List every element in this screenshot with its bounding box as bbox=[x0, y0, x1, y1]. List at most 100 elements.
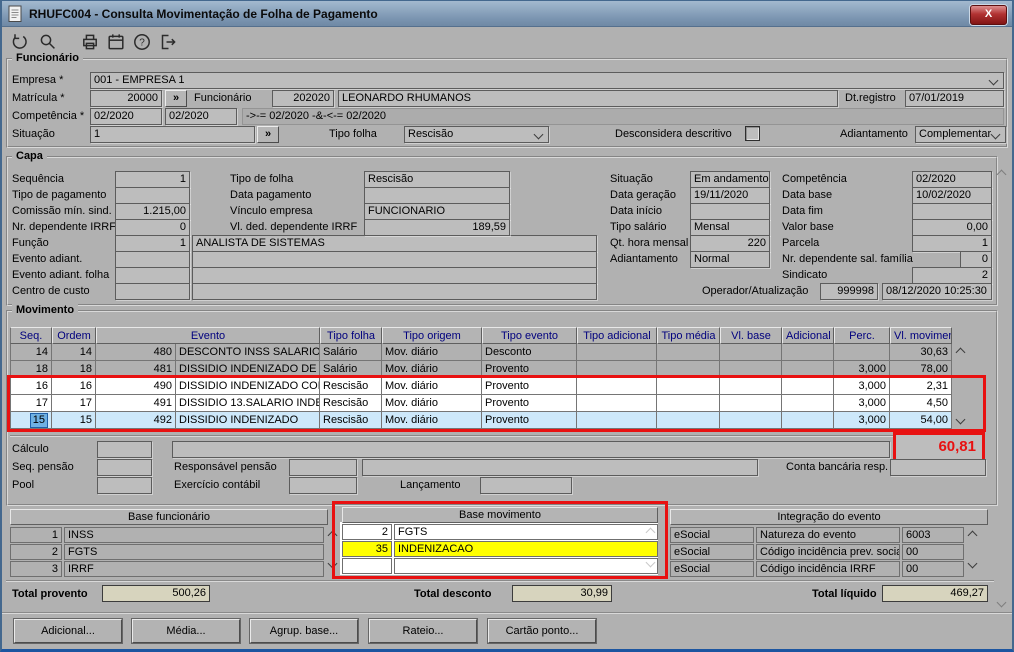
adicional-button[interactable]: Adicional... bbox=[13, 618, 123, 644]
col-tipo-adicional[interactable]: Tipo adicional bbox=[577, 327, 657, 344]
vl-ded-dependente-irrf-field[interactable]: 189,59 bbox=[364, 219, 510, 236]
tipo-salario-field[interactable]: Mensal bbox=[690, 219, 770, 236]
adiantamento-select[interactable]: Complementar bbox=[915, 126, 1006, 143]
operador-timestamp-field[interactable]: 08/12/2020 10:25:30 bbox=[882, 283, 992, 300]
tipo-de-folha-field[interactable]: Rescisão bbox=[364, 171, 510, 188]
calculo-descricao-field[interactable] bbox=[172, 441, 890, 458]
base-movimento-scroll-down[interactable] bbox=[645, 557, 656, 569]
integracao-header[interactable]: Integração do evento bbox=[670, 509, 988, 525]
base-funcionario-scroll-up[interactable] bbox=[327, 530, 338, 542]
record-scroll-down[interactable] bbox=[996, 597, 1007, 609]
matricula-field[interactable]: 20000 bbox=[90, 90, 162, 107]
base-movimento-scroll-up[interactable] bbox=[645, 527, 656, 539]
exercicio-contabil-field[interactable] bbox=[289, 477, 357, 494]
sindicato-field[interactable]: 2 bbox=[912, 267, 992, 284]
situacao-expand-button[interactable]: » bbox=[257, 126, 279, 143]
capa-situacao-field[interactable]: Em andamento bbox=[690, 171, 770, 188]
calendar-button[interactable] bbox=[104, 30, 128, 54]
tipo-pagamento-field[interactable] bbox=[115, 187, 190, 204]
matricula-expand-button[interactable]: » bbox=[165, 90, 187, 107]
capa-adiantamento-field[interactable]: Normal bbox=[690, 251, 770, 268]
movimento-row[interactable]: 18 18 481 DISSIDIO INDENIZADO DE FERIAS … bbox=[10, 361, 952, 378]
base-funcionario-name[interactable]: INSS bbox=[64, 527, 324, 543]
col-perc[interactable]: Perc. bbox=[834, 327, 890, 344]
funcionario-code-field[interactable]: 202020 bbox=[272, 90, 334, 107]
seq-pensao-field[interactable] bbox=[97, 459, 152, 476]
col-tipo-media[interactable]: Tipo média bbox=[657, 327, 720, 344]
cartao-ponto-button[interactable]: Cartão ponto... bbox=[487, 618, 597, 644]
data-inicio-field[interactable] bbox=[690, 203, 770, 220]
col-adicional[interactable]: Adicional bbox=[782, 327, 834, 344]
nr-dependente-familia-field[interactable]: 0 bbox=[960, 251, 992, 268]
integracao-scroll-up[interactable] bbox=[967, 530, 978, 542]
base-funcionario-scroll-down[interactable] bbox=[327, 558, 338, 570]
data-fim-field[interactable] bbox=[912, 203, 992, 220]
help-button[interactable]: ? bbox=[130, 30, 154, 54]
operador-code-field[interactable]: 999998 bbox=[820, 283, 878, 300]
situacao-field[interactable]: 1 bbox=[90, 126, 255, 143]
base-movimento-header[interactable]: Base movimento bbox=[342, 507, 658, 523]
lancamento-field[interactable] bbox=[480, 477, 572, 494]
col-seq[interactable]: Seq. bbox=[10, 327, 52, 344]
record-scroll-up[interactable] bbox=[996, 169, 1007, 181]
integracao-valor[interactable]: 00 bbox=[902, 544, 964, 560]
col-tipo-evento[interactable]: Tipo evento bbox=[482, 327, 577, 344]
qt-hora-mensal-field[interactable]: 220 bbox=[690, 235, 770, 252]
empresa-select[interactable]: 001 - EMPRESA 1 bbox=[90, 72, 1004, 89]
integracao-scroll-down[interactable] bbox=[967, 558, 978, 570]
grid-scroll-down[interactable] bbox=[955, 414, 966, 426]
responsavel-pensao-field[interactable] bbox=[289, 459, 357, 476]
search-button[interactable] bbox=[36, 30, 60, 54]
competencia-de-field[interactable]: 02/2020 bbox=[90, 108, 162, 125]
exit-button[interactable] bbox=[156, 30, 180, 54]
grid-scroll-up[interactable] bbox=[955, 347, 966, 359]
evento-adiant-desc-field[interactable] bbox=[192, 251, 597, 268]
desconsidera-checkbox[interactable] bbox=[745, 126, 760, 141]
dt-registro-field[interactable]: 07/01/2019 bbox=[905, 90, 1004, 107]
agrup-base-button[interactable]: Agrup. base... bbox=[249, 618, 359, 644]
col-vl-movimento[interactable]: Vl. movimento bbox=[890, 327, 952, 344]
movimento-row-selected[interactable]: 15 15 492 DISSIDIO INDENIZADO Rescisão M… bbox=[10, 412, 952, 429]
sequencia-field[interactable]: 1 bbox=[115, 171, 190, 188]
capa-competencia-field[interactable]: 02/2020 bbox=[912, 171, 992, 188]
col-vl-base[interactable]: Vl. base bbox=[720, 327, 782, 344]
print-button[interactable] bbox=[78, 30, 102, 54]
base-funcionario-name[interactable]: FGTS bbox=[64, 544, 324, 560]
movimento-row[interactable]: 17 17 491 DISSIDIO 13.SALARIO INDENIZADO… bbox=[10, 395, 952, 412]
pool-field[interactable] bbox=[97, 477, 152, 494]
base-funcionario-header[interactable]: Base funcionário bbox=[10, 509, 328, 525]
evento-adiant-folha-desc-field[interactable] bbox=[192, 267, 597, 284]
movimento-row[interactable]: 14 14 480 DESCONTO INSS SALARIO DISSIDIO… bbox=[10, 344, 952, 361]
base-movimento-name[interactable]: FGTS bbox=[394, 524, 658, 540]
parcela-field[interactable]: 1 bbox=[912, 235, 992, 252]
evento-adiant-field[interactable] bbox=[115, 251, 190, 268]
media-button[interactable]: Média... bbox=[131, 618, 241, 644]
undo-button[interactable] bbox=[8, 30, 32, 54]
movimento-row[interactable]: 16 16 490 DISSIDIO INDENIZADO COM FGTS R… bbox=[10, 378, 952, 395]
integracao-valor[interactable]: 00 bbox=[902, 561, 964, 577]
funcao-descricao-field[interactable]: ANALISTA DE SISTEMAS bbox=[192, 235, 597, 252]
data-pagamento-field[interactable] bbox=[364, 187, 510, 204]
nr-dependente-irrf-field[interactable]: 0 bbox=[115, 219, 190, 236]
centro-custo-field[interactable] bbox=[115, 283, 190, 300]
col-tipo-origem[interactable]: Tipo origem bbox=[382, 327, 482, 344]
valor-base-field[interactable]: 0,00 bbox=[912, 219, 992, 236]
tipo-folha-select[interactable]: Rescisão bbox=[404, 126, 549, 143]
base-movimento-name[interactable] bbox=[394, 558, 658, 574]
centro-custo-desc-field[interactable] bbox=[192, 283, 597, 300]
funcionario-name-field[interactable]: LEONARDO RHUMANOS bbox=[338, 90, 838, 107]
col-tipo-folha[interactable]: Tipo folha bbox=[320, 327, 382, 344]
close-button[interactable]: X bbox=[970, 5, 1007, 25]
base-movimento-name-highlighted[interactable]: INDENIZACAO bbox=[394, 541, 658, 557]
competencia-ate-field[interactable]: 02/2020 bbox=[165, 108, 237, 125]
vinculo-empresa-field[interactable]: FUNCIONARIO bbox=[364, 203, 510, 220]
integracao-valor[interactable]: 6003 bbox=[902, 527, 964, 543]
calculo-field[interactable] bbox=[97, 441, 152, 458]
col-ordem[interactable]: Ordem bbox=[52, 327, 96, 344]
evento-adiant-folha-field[interactable] bbox=[115, 267, 190, 284]
base-funcionario-name[interactable]: IRRF bbox=[64, 561, 324, 577]
rateio-button[interactable]: Rateio... bbox=[368, 618, 478, 644]
data-geracao-field[interactable]: 19/11/2020 bbox=[690, 187, 770, 204]
data-base-field[interactable]: 10/02/2020 bbox=[912, 187, 992, 204]
conta-bancaria-field[interactable] bbox=[890, 459, 986, 476]
